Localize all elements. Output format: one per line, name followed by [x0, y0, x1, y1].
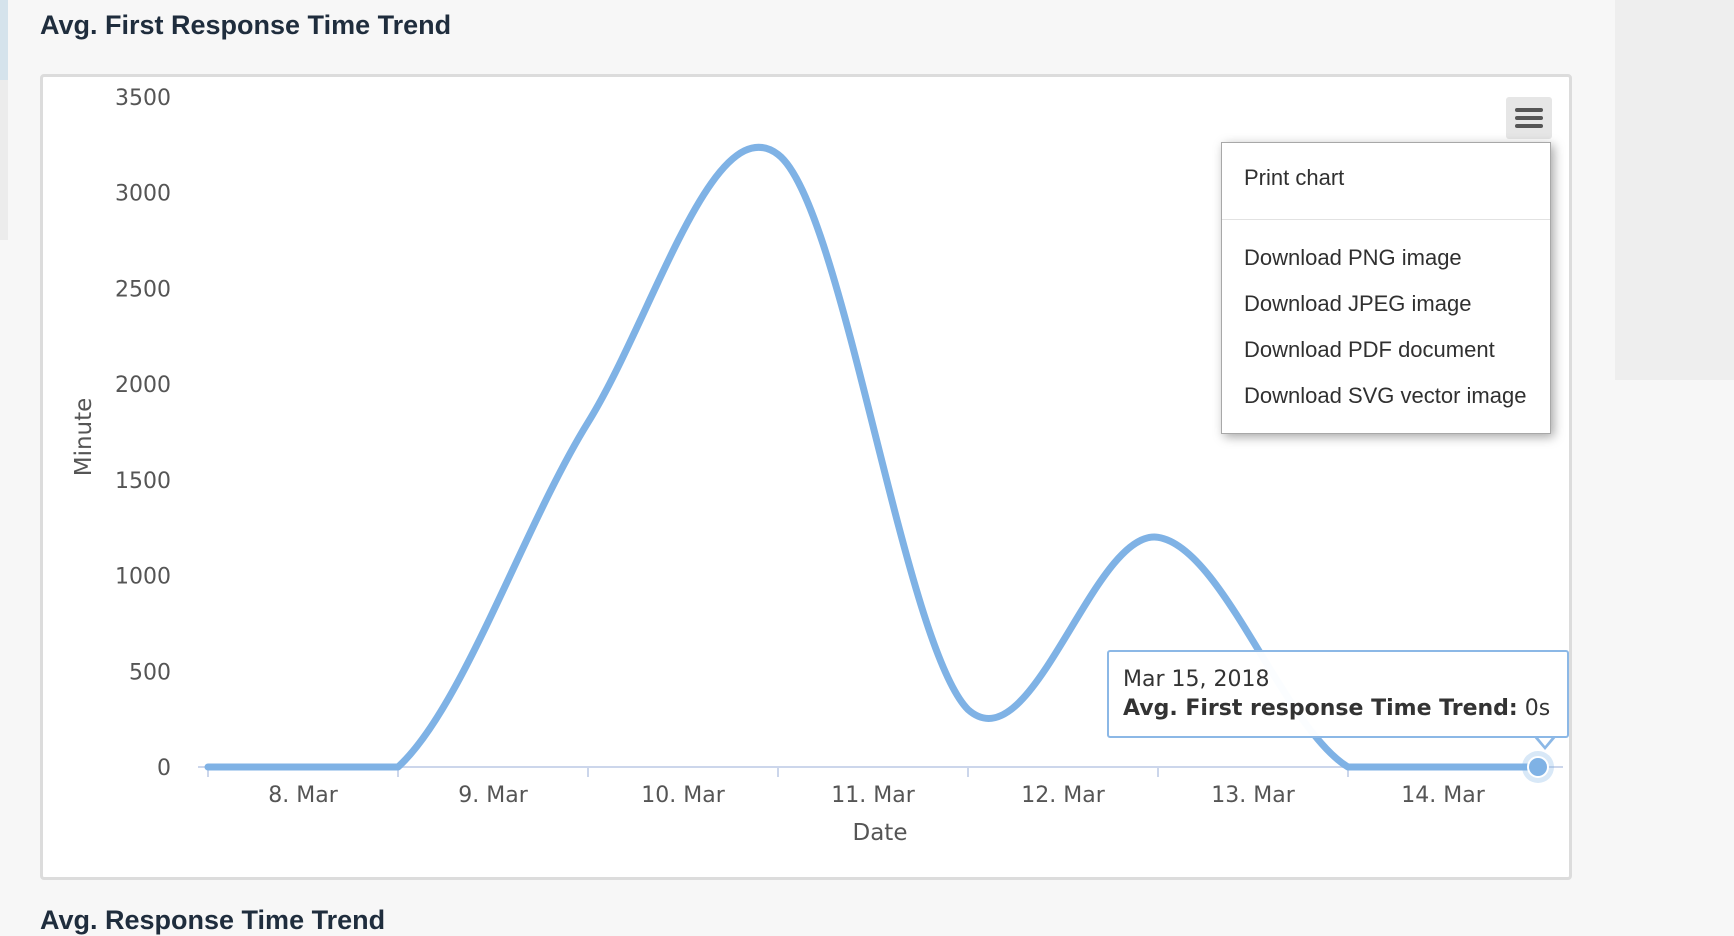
chart-card: 0 500 1000 1500 2000 2500 3000 3500 8. Mar 9. Mar… [40, 74, 1572, 880]
menu-item-download-svg[interactable]: Download SVG vector image [1244, 383, 1527, 408]
tooltip-date: Mar 15, 2018 [1123, 667, 1270, 692]
tooltip-series-row: Avg. First response Time Trend: 0s [1123, 694, 1553, 724]
tooltip-series-label: Avg. First response Time Trend: [1123, 696, 1518, 721]
left-accent-bar [0, 0, 8, 80]
right-side-panel [1615, 0, 1734, 380]
hamburger-menu-icon [1515, 124, 1543, 128]
x-tick-label: 10. Mar [641, 783, 725, 808]
hamburger-menu-icon [1515, 116, 1543, 120]
x-tick-label: 11. Mar [831, 783, 915, 808]
x-tick-label: 8. Mar [268, 783, 338, 808]
highlighted-data-point [1527, 756, 1549, 778]
y-tick-label: 2000 [115, 373, 171, 398]
x-tick-label: 13. Mar [1211, 783, 1295, 808]
left-side-panel [0, 80, 8, 240]
x-tick-label: 14. Mar [1401, 783, 1485, 808]
y-tick-label: 2500 [115, 277, 171, 302]
x-tick-label: 9. Mar [458, 783, 528, 808]
tooltip-pointer-fill [1536, 735, 1554, 746]
y-tick-label: 1500 [115, 469, 171, 494]
y-tick-label: 500 [129, 660, 171, 685]
menu-divider [1222, 219, 1550, 220]
x-tick-label: 12. Mar [1021, 783, 1105, 808]
y-tick-label: 1000 [115, 565, 171, 590]
y-tick-label: 3000 [115, 182, 171, 207]
y-tick-label: 0 [157, 756, 171, 781]
menu-item-download-png[interactable]: Download PNG image [1244, 245, 1462, 270]
export-menu: Print chart Download PNG image Download … [1221, 142, 1551, 434]
menu-item-print-chart[interactable]: Print chart [1244, 165, 1345, 190]
menu-item-download-pdf[interactable]: Download PDF document [1244, 337, 1495, 362]
chart-menu-button[interactable] [1506, 97, 1552, 139]
page-title: Avg. First Response Time Trend [40, 10, 452, 40]
y-axis-title: Minute [71, 398, 97, 477]
chart-tooltip: Mar 15, 2018 Avg. First response Time Tr… [1107, 650, 1569, 738]
tooltip-value: 0s [1524, 696, 1551, 721]
x-axis-title: Date [853, 820, 908, 846]
next-section-title: Avg. Response Time Trend [40, 905, 386, 935]
menu-item-download-jpeg[interactable]: Download JPEG image [1244, 291, 1472, 316]
y-tick-label: 3500 [115, 86, 171, 111]
hamburger-menu-icon [1515, 108, 1543, 112]
